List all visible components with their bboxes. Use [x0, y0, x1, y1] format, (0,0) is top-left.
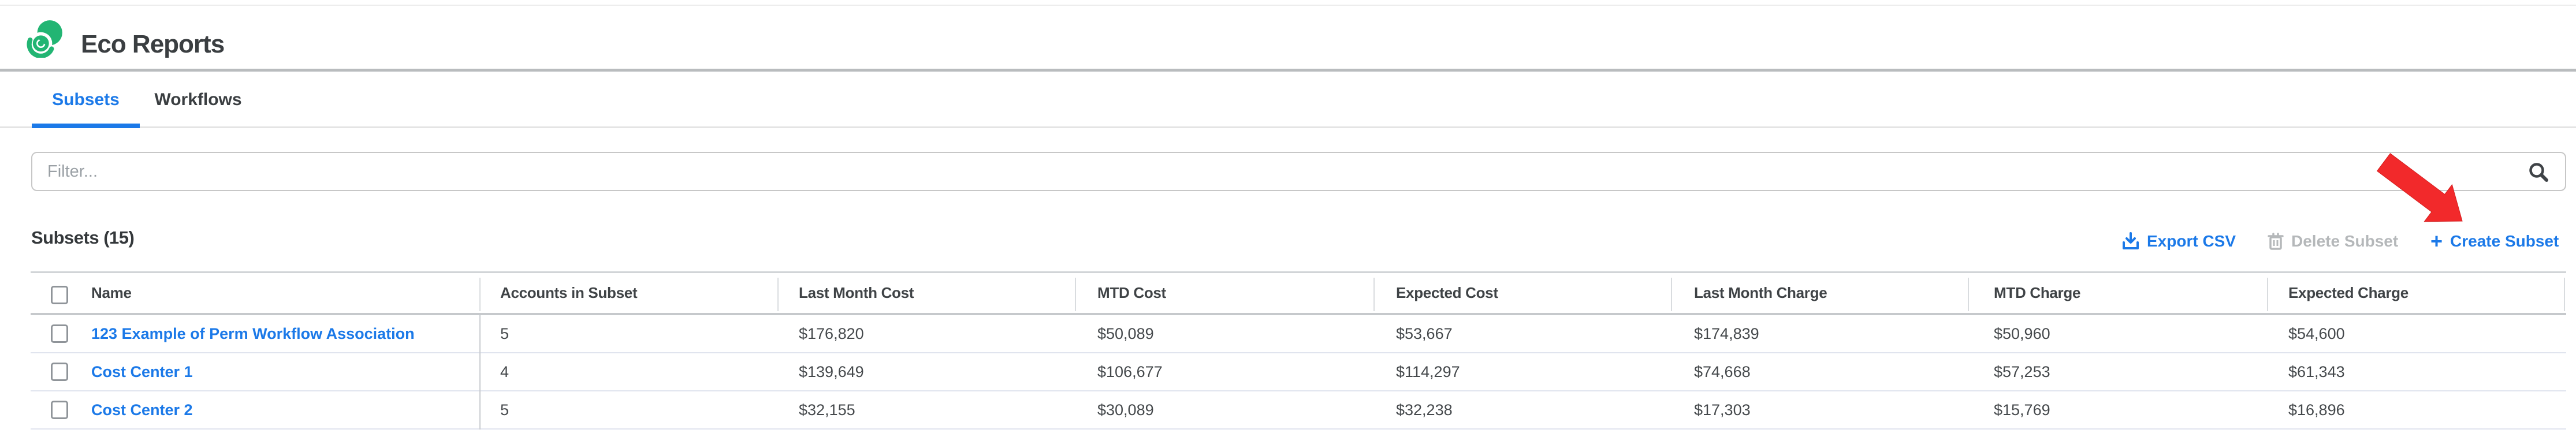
subset-name-link[interactable]: Cost Center 1: [91, 363, 193, 380]
filter-input[interactable]: [32, 153, 2565, 190]
column-header-last-month-charge[interactable]: Last Month Charge: [1694, 284, 1827, 301]
subset-name-link[interactable]: 123 Example of Perm Workflow Association: [91, 325, 415, 342]
column-header-mtd-cost[interactable]: MTD Cost: [1097, 284, 1166, 301]
delete-subset-label: Delete Subset: [2291, 232, 2399, 250]
column-separator: [777, 278, 779, 311]
mtd-cost-value: $30,089: [1097, 401, 1154, 419]
expected-charge-value: $54,600: [2288, 325, 2345, 342]
last-month-charge-value: $17,303: [1694, 401, 1751, 419]
eco-logo-icon: [27, 20, 62, 58]
column-separator: [2564, 278, 2565, 311]
accounts-in-subset-value: 5: [500, 325, 509, 342]
select-all-checkbox[interactable]: [51, 286, 68, 304]
tabs-baseline: [0, 126, 2576, 128]
download-icon: [2123, 232, 2139, 249]
filter-box: [31, 152, 2566, 191]
column-separator: [2267, 278, 2268, 311]
column-header-name[interactable]: Name: [91, 284, 132, 301]
expected-cost-value: $32,238: [1396, 401, 1453, 419]
row-checkbox[interactable]: [51, 401, 68, 419]
mtd-charge-value: $57,253: [1994, 363, 2050, 380]
accounts-in-subset-value: 5: [500, 401, 509, 419]
expected-charge-value: $16,896: [2288, 401, 2345, 419]
header-divider: [0, 69, 2576, 72]
column-header-last-month-cost[interactable]: Last Month Cost: [799, 284, 914, 301]
plus-icon: +: [2430, 229, 2443, 253]
section-title: Subsets (15): [31, 227, 135, 248]
page-title: Eco Reports: [81, 30, 225, 58]
column-header-expected-cost[interactable]: Expected Cost: [1396, 284, 1498, 301]
column-separator: [1075, 278, 1076, 311]
expected-charge-value: $61,343: [2288, 363, 2345, 380]
create-subset-button[interactable]: + Create Subset: [2430, 230, 2559, 253]
search-icon[interactable]: [2527, 162, 2551, 185]
table-row: Cost Center 1 4 $139,649 $106,677 $114,2…: [31, 353, 2566, 391]
trash-icon: [2268, 233, 2284, 250]
row-checkbox[interactable]: [51, 363, 68, 381]
export-csv-button[interactable]: Export CSV: [2122, 230, 2236, 253]
column-header-accounts-in-subset[interactable]: Accounts in Subset: [500, 284, 638, 301]
create-subset-label: Create Subset: [2450, 232, 2559, 250]
mtd-cost-value: $106,677: [1097, 363, 1163, 380]
mtd-cost-value: $50,089: [1097, 325, 1154, 342]
column-separator: [479, 278, 481, 311]
column-separator: [1671, 278, 1672, 311]
last-month-charge-value: $174,839: [1694, 325, 1759, 342]
top-edge-divider: [0, 5, 2576, 6]
delete-subset-button[interactable]: Delete Subset: [2268, 230, 2398, 253]
last-month-cost-value: $32,155: [799, 401, 855, 419]
mtd-charge-value: $15,769: [1994, 401, 2050, 419]
active-tab-underline: [32, 124, 140, 128]
column-header-expected-charge[interactable]: Expected Charge: [2288, 284, 2409, 301]
mtd-charge-value: $50,960: [1994, 325, 2050, 342]
expected-cost-value: $53,667: [1396, 325, 1453, 342]
column-header-mtd-charge[interactable]: MTD Charge: [1994, 284, 2081, 301]
subsets-table: Name Accounts in Subset Last Month Cost …: [31, 271, 2566, 433]
table-header-row: Name Accounts in Subset Last Month Cost …: [31, 271, 2566, 315]
expected-cost-value: $114,297: [1396, 363, 1460, 380]
export-csv-label: Export CSV: [2147, 232, 2236, 250]
last-month-cost-value: $139,649: [799, 363, 864, 380]
table-row: 123 Example of Perm Workflow Association…: [31, 315, 2566, 353]
last-month-charge-value: $74,668: [1694, 363, 1751, 380]
subset-name-link[interactable]: Cost Center 2: [91, 401, 193, 419]
name-column-divider: [479, 315, 481, 430]
table-row: Cost Center 2 5 $32,155 $30,089 $32,238 …: [31, 391, 2566, 430]
last-month-cost-value: $176,820: [799, 325, 864, 342]
accounts-in-subset-value: 4: [500, 363, 509, 380]
column-separator: [1373, 278, 1375, 311]
tab-workflows[interactable]: Workflows: [154, 90, 242, 109]
tab-subsets[interactable]: Subsets: [52, 90, 120, 109]
column-separator: [1968, 278, 1969, 311]
row-checkbox[interactable]: [51, 324, 68, 343]
